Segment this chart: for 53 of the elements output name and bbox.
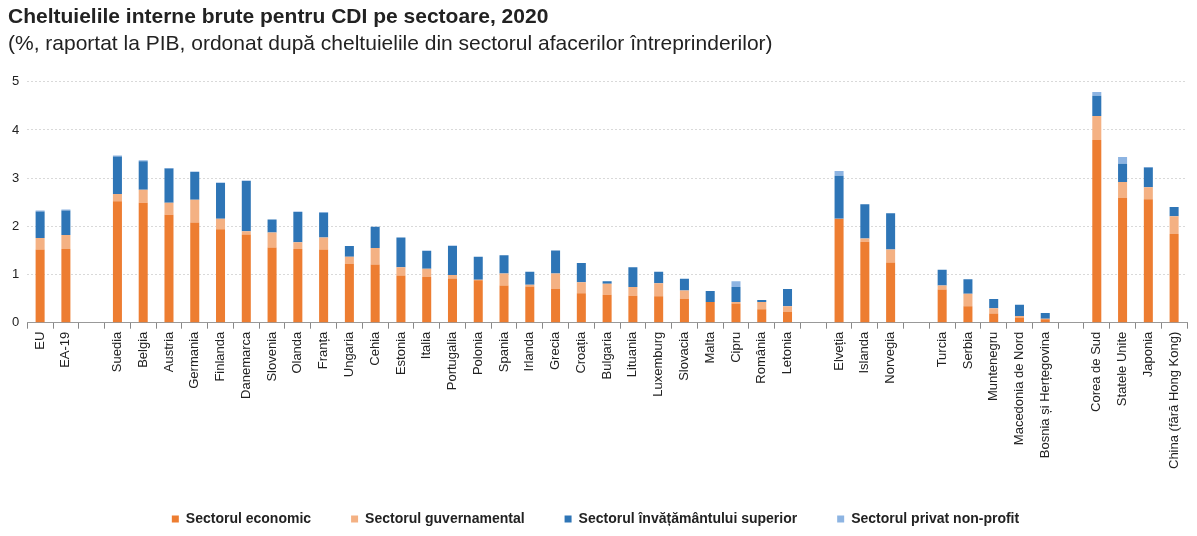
- legend-label: Sectorul guvernamental: [365, 509, 525, 526]
- x-tick-label: Lituania: [624, 330, 640, 378]
- x-tick-label: Cehia: [366, 330, 382, 366]
- x-tick-label: Ungaria: [340, 330, 356, 378]
- y-tick-label: 1: [12, 266, 20, 282]
- y-tick-label: 4: [12, 121, 20, 137]
- x-tick-label: China (fără Hong Kong): [1165, 331, 1181, 470]
- x-tick-label: Elveția: [830, 330, 846, 371]
- x-tick-label: Spania: [495, 330, 511, 373]
- x-tick-label: Austria: [160, 330, 176, 373]
- x-tick-label: Grecia: [547, 330, 563, 370]
- x-tick-label: Muntenegru: [985, 331, 1001, 402]
- x-tick-label: Serbia: [959, 330, 975, 370]
- x-tick-label: Corea de Sud: [1088, 331, 1104, 412]
- x-tick-label: Franța: [315, 330, 331, 370]
- x-tick-label: Turcia: [933, 330, 949, 368]
- x-tick-label: Polonia: [469, 330, 485, 376]
- x-tick-label: Letonia: [779, 330, 795, 375]
- x-tick-label: Japonia: [1139, 330, 1155, 378]
- x-tick-label: EA-19: [57, 331, 73, 368]
- legend-label: Sectorul privat non-profit: [851, 509, 1020, 526]
- x-tick-label: Olanda: [289, 330, 305, 374]
- x-tick-label: România: [753, 330, 769, 384]
- x-tick-label: Macedonia de Nord: [1011, 331, 1027, 446]
- x-tick-label: Bosnia și Herțegovina: [1036, 330, 1052, 459]
- x-tick-label: Portugalia: [444, 330, 460, 391]
- x-tick-label: Germania: [186, 330, 202, 389]
- chart-subtitle: (%, raportat la PIB, ordonat după cheltuielile din sectorul afacerilor întreprinderilor): [8, 31, 773, 55]
- x-tick-label: Estonia: [392, 330, 408, 376]
- legend-label: Sectorul învățământului superior: [578, 509, 798, 526]
- y-tick-label: 2: [12, 217, 20, 233]
- x-tick-label: Cipru: [727, 331, 743, 363]
- legend-label: Sectorul economic: [185, 509, 312, 526]
- x-tick-label: Norvegia: [882, 330, 898, 384]
- x-tick-label: Italia: [418, 330, 434, 360]
- x-tick-label: Danemarca: [237, 330, 253, 399]
- x-tick-label: Islanda: [856, 330, 872, 374]
- x-tick-label: Slovacia: [676, 330, 692, 381]
- x-tick-label: EU: [31, 331, 47, 350]
- x-tick-label: Malta: [701, 330, 717, 364]
- x-tick-label: Croația: [572, 330, 588, 374]
- x-tick-label: Suedia: [109, 330, 125, 373]
- y-tick-label: 5: [12, 73, 20, 89]
- x-tick-label: Luxemburg: [650, 331, 666, 397]
- y-tick-label: 0: [12, 314, 20, 330]
- y-tick-label: 3: [12, 169, 20, 185]
- chart-title: Cheltuielile interne brute pentru CDI pe sectoare, 2020: [8, 4, 549, 28]
- x-tick-label: Belgia: [134, 330, 150, 368]
- x-tick-label: Statele Unite: [1114, 331, 1130, 407]
- x-tick-label: Slovenia: [263, 330, 279, 382]
- x-tick-label: Bulgaria: [598, 330, 614, 380]
- x-tick-label: Irlanda: [521, 330, 537, 372]
- x-tick-label: Finlanda: [212, 330, 228, 382]
